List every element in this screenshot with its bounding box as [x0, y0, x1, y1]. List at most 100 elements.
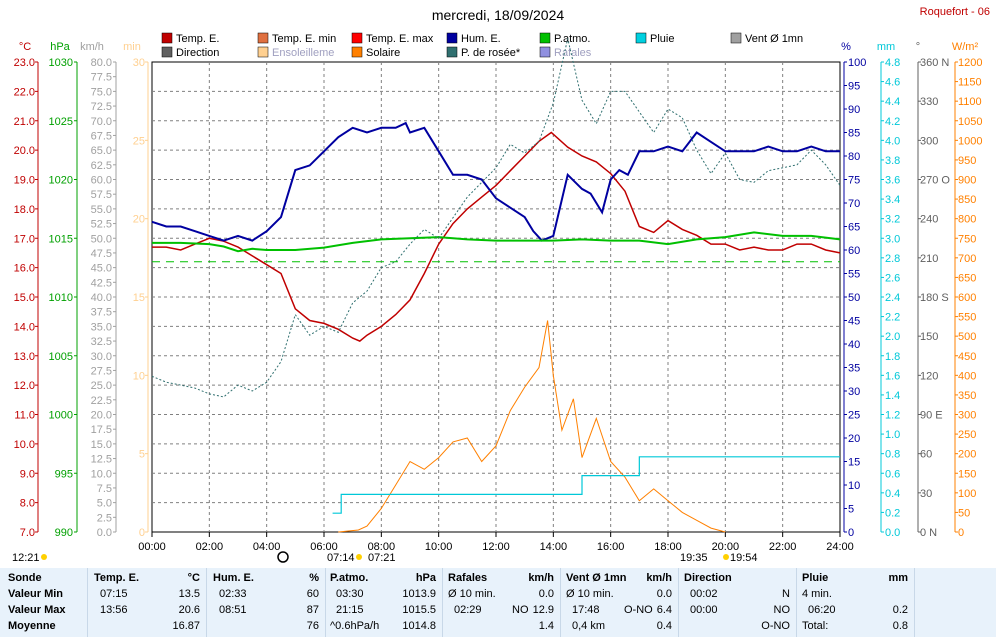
wind-tick-label: 17.5: [91, 424, 112, 436]
wind-tick-label: 77.5: [91, 72, 112, 84]
summary-direction: Direction 00:02 N 00:00 NO O-NO: [684, 568, 796, 637]
pressure-tick-label: 1020: [49, 175, 73, 187]
direction-tick-label: 30: [920, 488, 932, 500]
legend-label: Temp. E.: [176, 33, 219, 45]
rain-tick-label: 4.2: [885, 116, 900, 128]
humidity-unit-label: %: [841, 41, 851, 53]
row-label-sonde: Sonde: [8, 572, 42, 584]
patmo-max-time: 21:15: [336, 604, 364, 616]
wind-tick-label: 50.0: [91, 233, 112, 245]
rain-tick-label: 2.8: [885, 253, 900, 265]
rain-tick-label: 0.4: [885, 488, 900, 500]
rain-tick-label: 4.6: [885, 77, 900, 89]
patmo-min-value: 1013.9: [402, 588, 436, 600]
rain-unit-label: mm: [877, 41, 895, 53]
vent-average: 0.4: [656, 620, 672, 632]
patmo-average: 1014.8: [402, 620, 436, 632]
x-tick-label: 10:00: [425, 541, 453, 553]
solar-tick-label: 700: [958, 253, 976, 265]
summary-wind: Vent Ø 1mn km/h Ø 10 min. 0.0 17:48 O-NO…: [566, 568, 678, 637]
rain-tick-label: 1.6: [885, 370, 900, 382]
humidity-tick-label: 0: [848, 527, 854, 539]
direction-tick-label: 210: [920, 253, 938, 265]
temp-tick-label: 21.0: [14, 116, 35, 128]
legend-label: Temp. E. min: [272, 33, 336, 45]
temp-tick-label: 8.0: [20, 498, 35, 510]
x-tick-label: 22:00: [769, 541, 797, 553]
sunrise-time: 07:14: [327, 552, 355, 564]
direction-tick-label: 120: [920, 370, 938, 382]
temp-unit: °C: [187, 572, 200, 584]
wind-tick-label: 80.0: [91, 57, 112, 69]
wind-tick-label: 40.0: [91, 292, 112, 304]
hum-max-time: 08:51: [219, 604, 247, 616]
wind-tick-label: 57.5: [91, 189, 112, 201]
direction-tick-label: 150: [920, 331, 938, 343]
direction-tick-label: 0 N: [920, 527, 937, 539]
legend-swatch: [257, 32, 269, 44]
temp-max-value: 20.6: [178, 604, 200, 616]
humidity-tick-label: 65: [848, 222, 860, 234]
rain-tick-label: 0.6: [885, 468, 900, 480]
legend-label: Solaire: [366, 47, 400, 59]
wind-tick-label: 65.0: [91, 145, 112, 157]
wind-tick-label: 15.0: [91, 439, 112, 451]
temp-min-value: 13.5: [178, 588, 200, 600]
legend-label: Vent Ø 1mn: [745, 33, 803, 45]
legend-swatch: [351, 32, 363, 44]
hum-average: 76: [306, 620, 319, 632]
x-tick-label: 14:00: [540, 541, 568, 553]
sunset-time: 19:35: [680, 552, 708, 564]
solar-tick-label: 800: [958, 214, 976, 226]
direction-tick-label: 90 E: [920, 410, 943, 422]
x-tick-label: 06:00: [310, 541, 338, 553]
humidity-tick-label: 55: [848, 269, 860, 281]
wind-tick-label: 5.0: [97, 498, 112, 510]
min-tick-label: 10: [133, 370, 145, 382]
series-line-hum-e-: [151, 121, 840, 242]
summary-rain: Pluie mm 4 min. 06:20 0.2 Total: 0.8: [802, 568, 914, 637]
weather-chart: mercredi, 18/09/2024 Roquefort - 06 Temp. …: [12, 6, 990, 564]
direction-title: Direction: [684, 572, 732, 584]
wind-tick-label: 2.5: [97, 512, 112, 524]
rain-tick-label: 2.0: [885, 331, 900, 343]
temp-tick-label: 13.0: [14, 351, 35, 363]
vent-10min-label: Ø 10 min.: [566, 588, 614, 600]
summary-pressure: P.atmo. hPa 03:30 1013.9 21:15 1015.5 ^0…: [330, 568, 442, 637]
rain-tick-label: 3.4: [885, 194, 900, 206]
pressure-tick-label: 995: [55, 468, 73, 480]
wind-tick-label: 60.0: [91, 175, 112, 187]
wind-tick-label: 42.5: [91, 277, 112, 289]
rain-tick-label: 1.8: [885, 351, 900, 363]
solar-tick-label: 1150: [958, 77, 982, 89]
rain-tick-label: 0.8: [885, 449, 900, 461]
solar-tick-label: 350: [958, 390, 976, 402]
temp-tick-label: 12.0: [14, 380, 35, 392]
vent-distance: 0,4 km: [572, 620, 606, 632]
hum-max-value: 87: [306, 604, 319, 616]
rain-tick-label: 1.2: [885, 410, 900, 422]
legend-label: Pluie: [650, 33, 674, 45]
temp-tick-label: 14.0: [14, 321, 35, 333]
patmo-unit: hPa: [415, 572, 436, 584]
rafales-max-time: 02:29: [454, 604, 482, 616]
row-label-max: Valeur Max: [8, 604, 66, 616]
humidity-tick-label: 50: [848, 292, 860, 304]
wind-tick-label: 20.0: [91, 410, 112, 422]
humidity-tick-label: 95: [848, 81, 860, 93]
temp-title: Temp. E.: [94, 572, 140, 584]
solar-tick-label: 200: [958, 449, 976, 461]
series-line-solaire: [338, 320, 726, 533]
rain-tick-label: 3.8: [885, 155, 900, 167]
pluie-title: Pluie: [802, 572, 829, 584]
wind-tick-label: 67.5: [91, 130, 112, 142]
wind-tick-label: 10.0: [91, 468, 112, 480]
direction-tick-label: 60: [920, 449, 932, 461]
patmo-trend: ^0.6hPa/h: [330, 620, 380, 632]
hum-min-value: 60: [306, 588, 319, 600]
rain-tick-label: 2.4: [885, 292, 900, 304]
sunset-time-2: 19:54: [730, 552, 758, 564]
legend-label: Ensoleilleme: [272, 47, 334, 59]
temp-tick-label: 22.0: [14, 86, 35, 98]
pressure-tick-label: 1025: [49, 116, 73, 128]
